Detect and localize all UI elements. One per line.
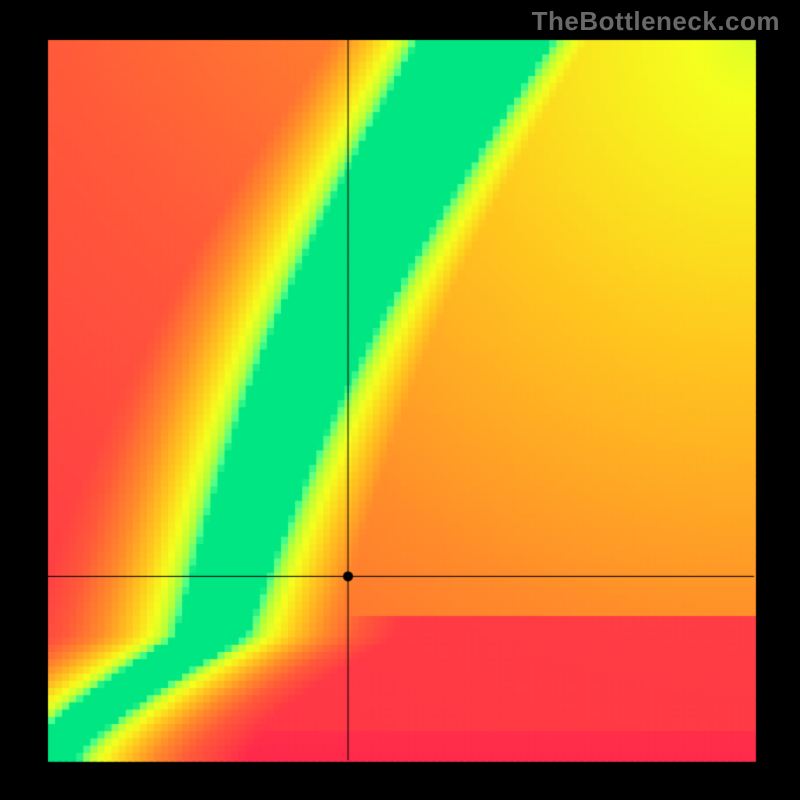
chart-container: TheBottleneck.com: [0, 0, 800, 800]
watermark-text: TheBottleneck.com: [532, 6, 780, 37]
heatmap-canvas: [0, 0, 800, 800]
